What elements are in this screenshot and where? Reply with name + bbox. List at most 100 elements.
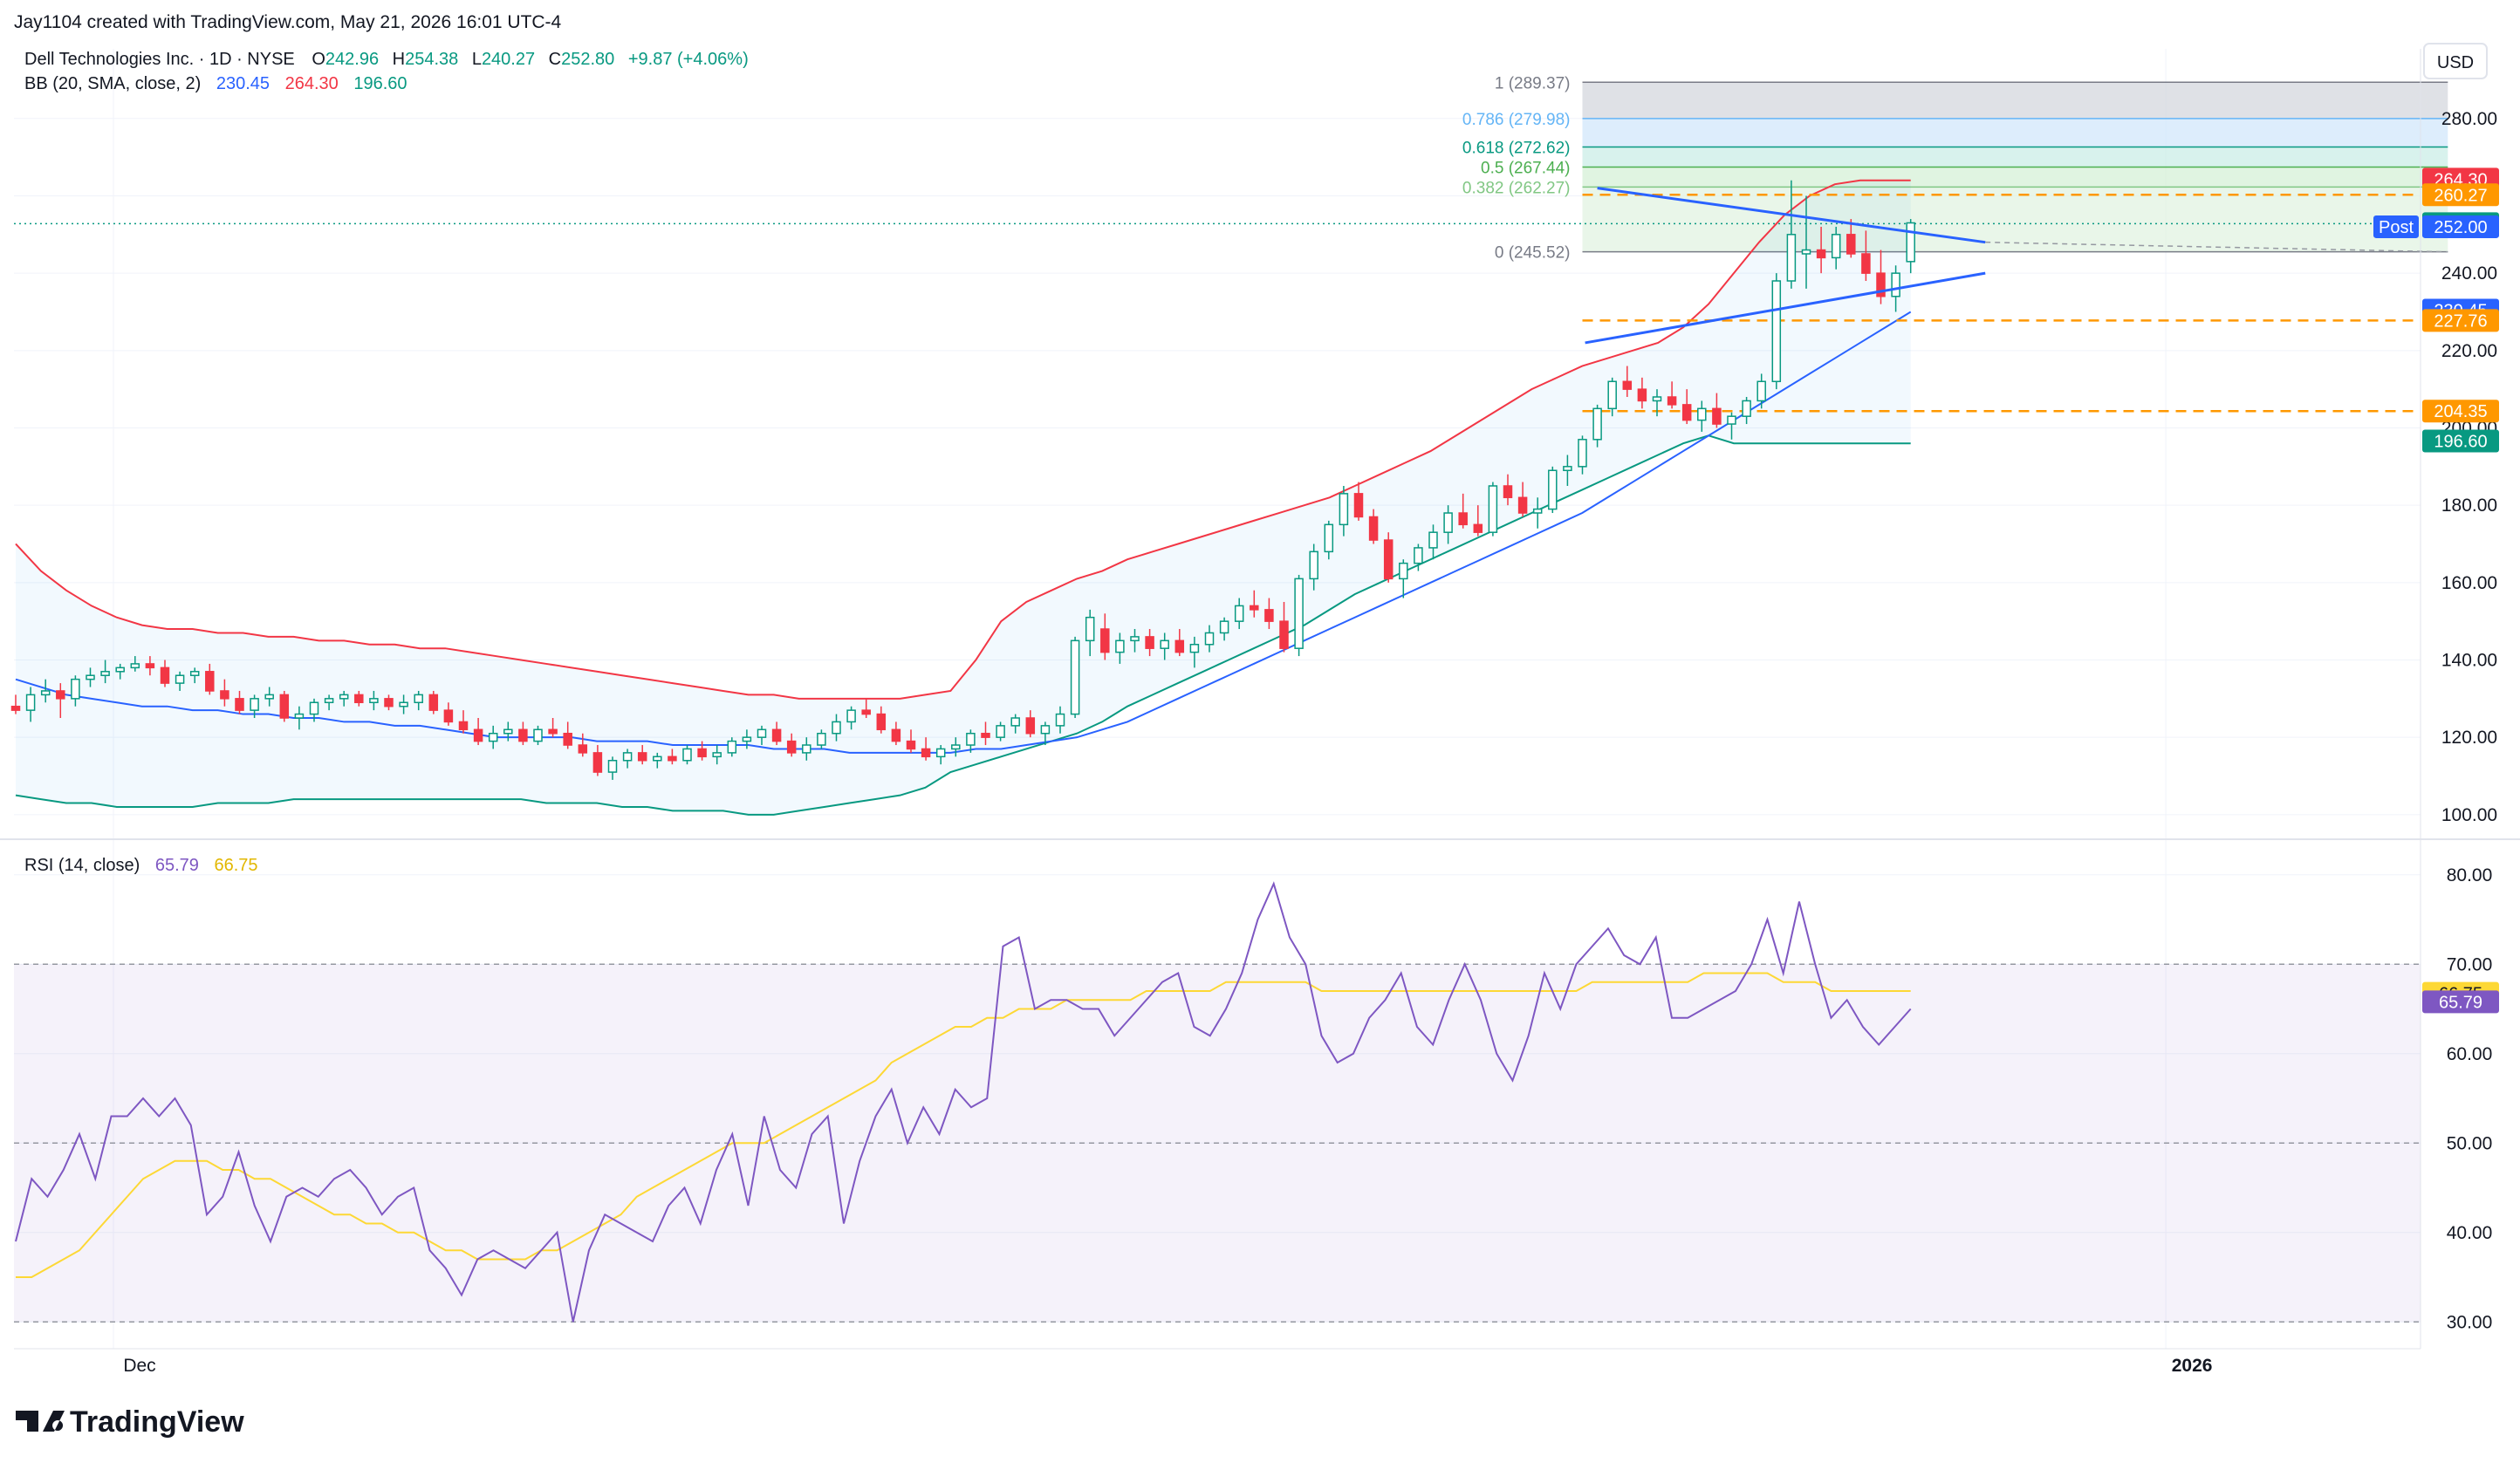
rsi-label: RSI (14, close) — [24, 856, 140, 875]
rsi-legend[interactable]: RSI (14, close) 65.79 66.75 — [24, 856, 258, 875]
candle-body — [1517, 496, 1528, 514]
fib-zone — [1582, 167, 2448, 188]
candle-body — [1697, 407, 1707, 421]
tradingview-logo-text: TradingView — [70, 1405, 244, 1439]
candle-body — [682, 748, 692, 762]
candle-body — [607, 760, 618, 773]
candle-body — [1353, 493, 1364, 518]
price-axis-label: 220.00 — [2441, 341, 2497, 361]
candle-body — [354, 694, 364, 704]
post-tag-label: Post — [2379, 218, 2414, 237]
rsi-axis-label: 60.00 — [2447, 1044, 2493, 1064]
price-axis-label: 180.00 — [2441, 496, 2497, 516]
horizontal-levels[interactable] — [14, 194, 2421, 413]
price-tag-box — [2422, 215, 2499, 238]
candle-body — [264, 694, 274, 700]
candle-body — [518, 728, 528, 742]
candle-body — [503, 728, 513, 735]
candle-body — [1383, 539, 1394, 580]
candle-body — [846, 709, 856, 723]
candle-body — [802, 744, 811, 754]
candle-body — [1100, 628, 1110, 653]
candle-body — [1189, 644, 1200, 653]
candle-body — [115, 667, 125, 673]
candle-body — [1458, 512, 1468, 526]
price-axis-label: 100.00 — [2441, 805, 2497, 825]
candle-body — [1309, 550, 1318, 580]
time-axis-label: Dec — [123, 1356, 155, 1376]
candle-body — [1055, 713, 1065, 727]
candle-body — [1667, 396, 1677, 406]
candle-body — [742, 736, 752, 742]
time-axis[interactable]: Dec2026FebMarAprMayJunJul — [123, 1356, 2520, 1376]
currency-label: USD — [2437, 53, 2474, 72]
candle-body — [1637, 388, 1647, 402]
rsi-axis-label: 40.00 — [2447, 1223, 2493, 1243]
bb-lower-value: 196.60 — [353, 74, 407, 93]
candle-body — [1503, 485, 1513, 499]
post-tag-box — [2373, 215, 2419, 238]
candle-body — [1085, 616, 1095, 642]
candle-body — [1160, 639, 1169, 649]
high-value: 254.38 — [405, 50, 458, 69]
candle-body — [1563, 466, 1572, 472]
time-axis-label: 2026 — [2172, 1356, 2213, 1376]
price-axis[interactable]: 280.00260.00240.00220.00200.00180.00160.… — [2441, 109, 2497, 1332]
bollinger-bands — [15, 179, 1912, 816]
candle-body — [235, 698, 244, 711]
candle-body — [1339, 493, 1349, 526]
fib-level-label: 0.5 (267.44) — [1481, 159, 1570, 177]
candle-body — [981, 732, 990, 738]
fibonacci-retracement[interactable]: 1 (289.37)0.786 (279.98)0.618 (272.62)0.… — [1462, 74, 2448, 263]
candle-body — [1130, 636, 1140, 642]
price-tag-label: 252.00 — [2434, 218, 2487, 237]
price-axis-label: 140.00 — [2441, 650, 2497, 670]
candle-body — [205, 671, 215, 692]
rsi-axis-label: 70.00 — [2447, 954, 2493, 974]
candle-body — [876, 713, 887, 731]
candle-body — [1727, 415, 1736, 425]
candle-body — [86, 674, 95, 680]
candle-body — [891, 728, 901, 742]
bb-legend[interactable]: BB (20, SMA, close, 2) 230.45 264.30 196… — [24, 74, 407, 93]
candle-body — [1443, 512, 1453, 533]
candle-body — [100, 671, 110, 676]
candle-body — [727, 740, 737, 754]
currency-button[interactable]: USD — [2423, 43, 2488, 79]
candle-body — [324, 698, 334, 704]
price-tag-box — [2422, 183, 2499, 207]
candle-body — [832, 721, 841, 735]
price-tag-label: 204.35 — [2434, 402, 2487, 421]
bb-upper-line — [15, 179, 1911, 700]
candle-body — [145, 663, 155, 669]
fib-level-label: 0 (245.52) — [1495, 244, 1571, 263]
price-tag-label: 260.27 — [2434, 186, 2487, 205]
candle-body — [563, 732, 572, 746]
candle-body — [1861, 253, 1871, 274]
fib-level-label: 0.382 (262.27) — [1462, 179, 1571, 197]
candle-body — [71, 678, 80, 700]
candle-body — [1174, 639, 1185, 653]
price-tag-box — [2422, 429, 2499, 453]
candle-body — [25, 694, 36, 711]
candle-body — [175, 674, 185, 684]
candle-body — [1816, 249, 1826, 259]
close-value: 252.80 — [561, 50, 614, 69]
candle-body — [861, 709, 871, 715]
candle-body — [1368, 516, 1379, 541]
candlestick-series — [10, 180, 1915, 780]
candle-body — [10, 705, 21, 711]
candle-body — [1652, 396, 1662, 402]
candle-body — [1771, 280, 1782, 383]
bb-upper-value: 264.30 — [285, 74, 339, 93]
rsi-pane[interactable] — [14, 848, 2421, 1349]
candle-body — [1279, 620, 1289, 649]
symbol-legend[interactable]: Dell Technologies Inc. · 1D · NYSE O242.… — [24, 50, 749, 69]
candle-body — [1250, 605, 1259, 611]
trendlines[interactable] — [1585, 187, 2448, 345]
candle-body — [935, 748, 946, 758]
candle-body — [786, 740, 797, 754]
candle-body — [1219, 620, 1229, 634]
tradingview-logo[interactable]: TradingView — [16, 1405, 244, 1439]
